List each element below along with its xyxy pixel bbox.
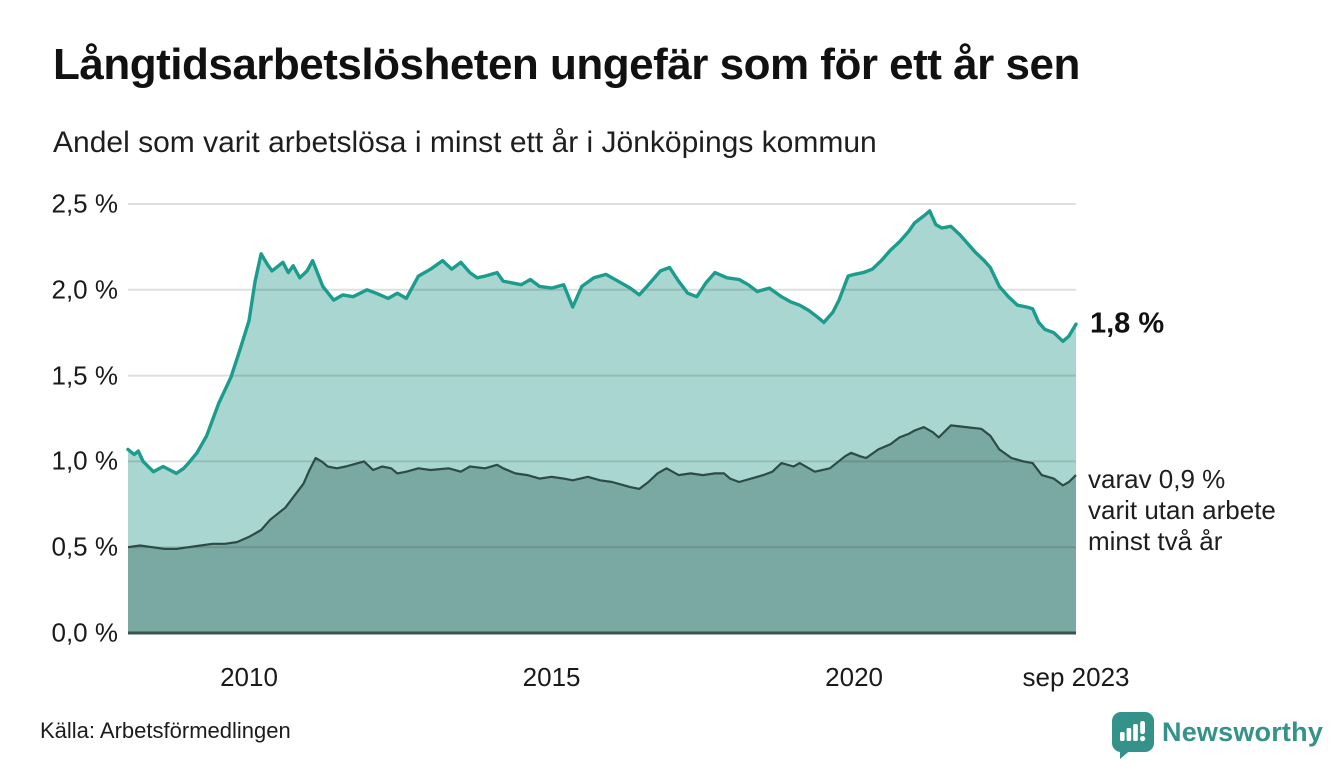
series2-end-annotation: varav 0,9 % varit utan arbete minst två … <box>1088 464 1276 557</box>
y-tick-label: 0,0 % <box>51 617 119 648</box>
y-tick-label: 1,0 % <box>51 445 119 476</box>
series1-end-annotation: 1,8 % <box>1090 307 1165 340</box>
x-tick-label: 2015 <box>522 662 581 692</box>
newsworthy-logo-icon <box>1112 712 1154 765</box>
x-tick-label: 2020 <box>825 662 884 692</box>
page-subtitle: Andel som varit arbetslösa i minst ett å… <box>53 126 877 159</box>
line-total <box>126 209 1078 476</box>
brand-wordmark: Newsworthy <box>1162 717 1324 747</box>
line-two-years <box>127 424 1077 550</box>
area-two-years <box>128 425 1076 633</box>
y-tick-label: 2,0 % <box>51 274 119 305</box>
y-tick-label: 2,5 % <box>51 188 119 219</box>
y-tick-label: 0,5 % <box>51 531 119 562</box>
x-tick-label: 2010 <box>220 662 278 692</box>
page-title: Långtidsarbetslösheten ungefär som för e… <box>53 40 1080 89</box>
branding: Newsworthy <box>1112 712 1323 765</box>
source-note: Källa: Arbetsförmedlingen <box>40 718 291 743</box>
x-tick-label: sep 2023 <box>1022 662 1130 692</box>
y-tick-label: 1,5 % <box>51 360 119 391</box>
